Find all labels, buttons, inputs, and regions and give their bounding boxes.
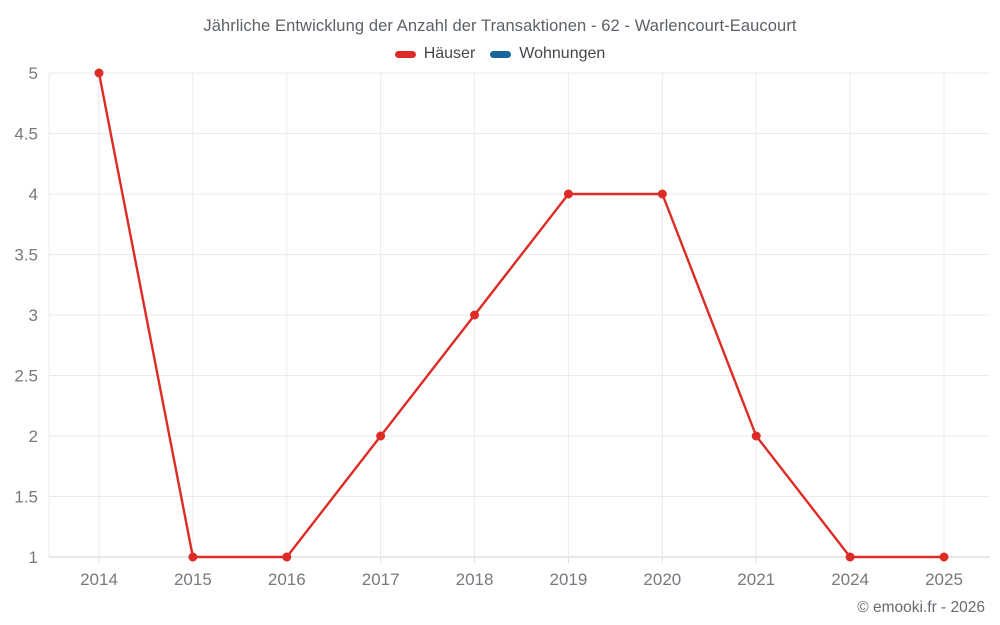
data-point-häuser-2015[interactable] (188, 552, 198, 562)
y-tick-label: 2 (29, 427, 38, 446)
y-tick-label: 2.5 (14, 366, 38, 385)
x-tick-label: 2025 (925, 570, 963, 589)
x-tick-label: 2021 (737, 570, 775, 589)
legend-swatch-icon (490, 50, 512, 58)
data-point-häuser-2020[interactable] (657, 189, 667, 199)
y-tick-label: 1 (29, 548, 38, 567)
x-tick-label: 2016 (268, 570, 306, 589)
x-tick-label: 2014 (80, 570, 118, 589)
y-tick-label: 1.5 (14, 487, 38, 506)
data-point-häuser-2017[interactable] (376, 431, 386, 441)
data-point-häuser-2024[interactable] (845, 552, 855, 562)
y-tick-label: 4.5 (14, 124, 38, 143)
copyright-credit: © emooki.fr - 2026 (857, 599, 985, 616)
y-tick-label: 5 (29, 64, 38, 83)
chart-legend: Häuser Wohnungen (0, 45, 1000, 63)
y-tick-label: 4 (29, 185, 38, 204)
data-point-häuser-2014[interactable] (94, 68, 104, 78)
data-point-häuser-2019[interactable] (563, 189, 573, 199)
x-tick-label: 2018 (456, 570, 494, 589)
y-tick-label: 3.5 (14, 245, 38, 264)
x-tick-label: 2024 (831, 570, 869, 589)
x-tick-label: 2017 (362, 570, 400, 589)
legend-swatch-icon (394, 50, 416, 58)
data-point-häuser-2018[interactable] (470, 310, 480, 320)
legend-label: Wohnungen (519, 45, 606, 62)
chart-title: Jährliche Entwicklung der Anzahl der Tra… (203, 17, 797, 35)
x-tick-label: 2020 (643, 570, 681, 589)
data-point-häuser-2021[interactable] (751, 431, 761, 441)
data-point-häuser-2016[interactable] (282, 552, 292, 562)
data-point-häuser-2025[interactable] (939, 552, 949, 562)
x-tick-label: 2019 (550, 570, 588, 589)
legend-item-wohnungen[interactable]: Wohnungen (490, 45, 605, 63)
y-tick-label: 3 (29, 306, 38, 325)
legend-label: Häuser (423, 45, 476, 62)
x-tick-label: 2015 (174, 570, 212, 589)
series-line-häuser (97, 71, 946, 559)
legend-item-häuser[interactable]: Häuser (394, 45, 476, 63)
